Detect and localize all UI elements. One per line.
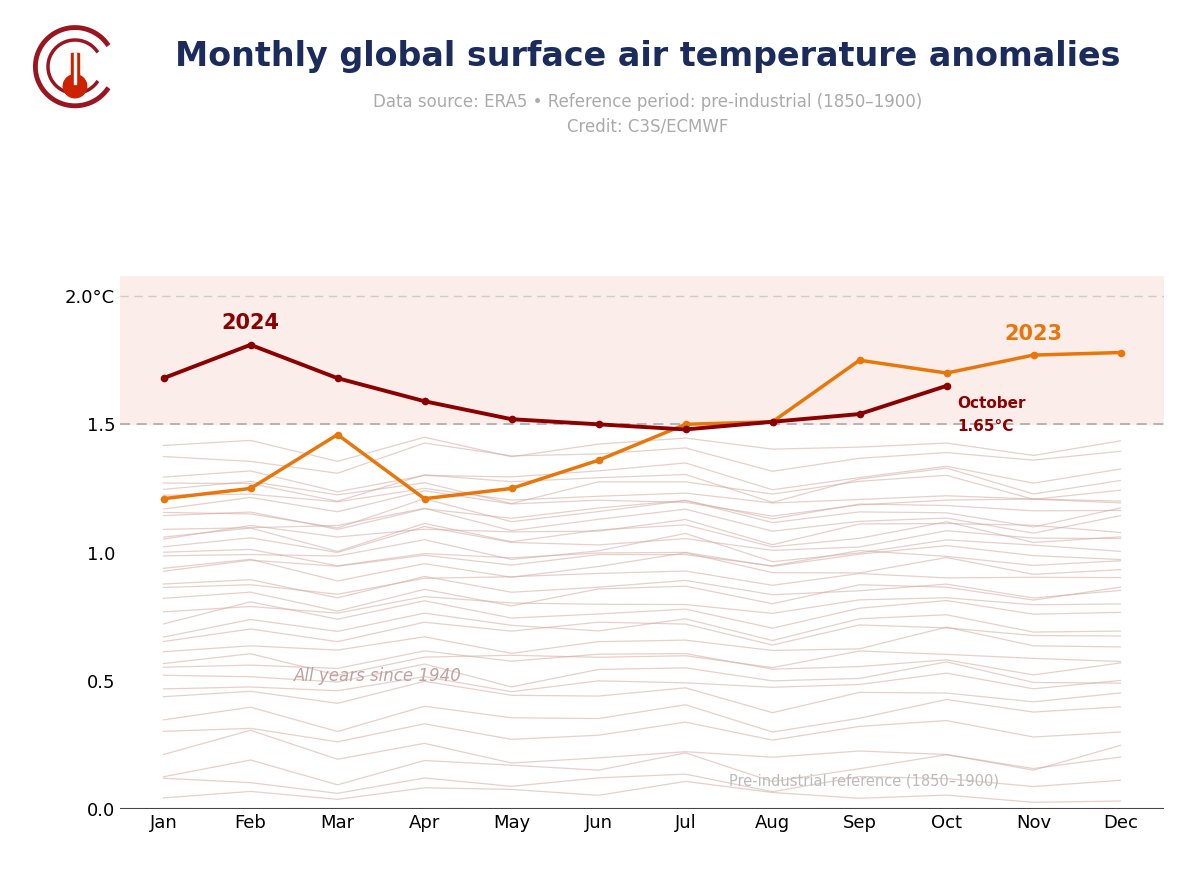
Text: October: October: [956, 396, 1026, 411]
Text: All years since 1940: All years since 1940: [294, 667, 462, 685]
Circle shape: [64, 75, 86, 98]
Text: 1.65°C: 1.65°C: [956, 420, 1013, 434]
Bar: [73, 53, 77, 84]
Bar: [120, 276, 1164, 424]
Text: Data source: ERA5 • Reference period: pre-industrial (1850–1900): Data source: ERA5 • Reference period: pr…: [373, 93, 923, 111]
Text: Monthly global surface air temperature anomalies: Monthly global surface air temperature a…: [175, 40, 1121, 73]
Bar: [72, 53, 79, 84]
Text: 2024: 2024: [222, 313, 280, 333]
Text: 2023: 2023: [1004, 324, 1062, 343]
Text: Pre-industrial reference (1850–1900): Pre-industrial reference (1850–1900): [730, 774, 998, 789]
Text: Credit: C3S/ECMWF: Credit: C3S/ECMWF: [568, 117, 728, 135]
